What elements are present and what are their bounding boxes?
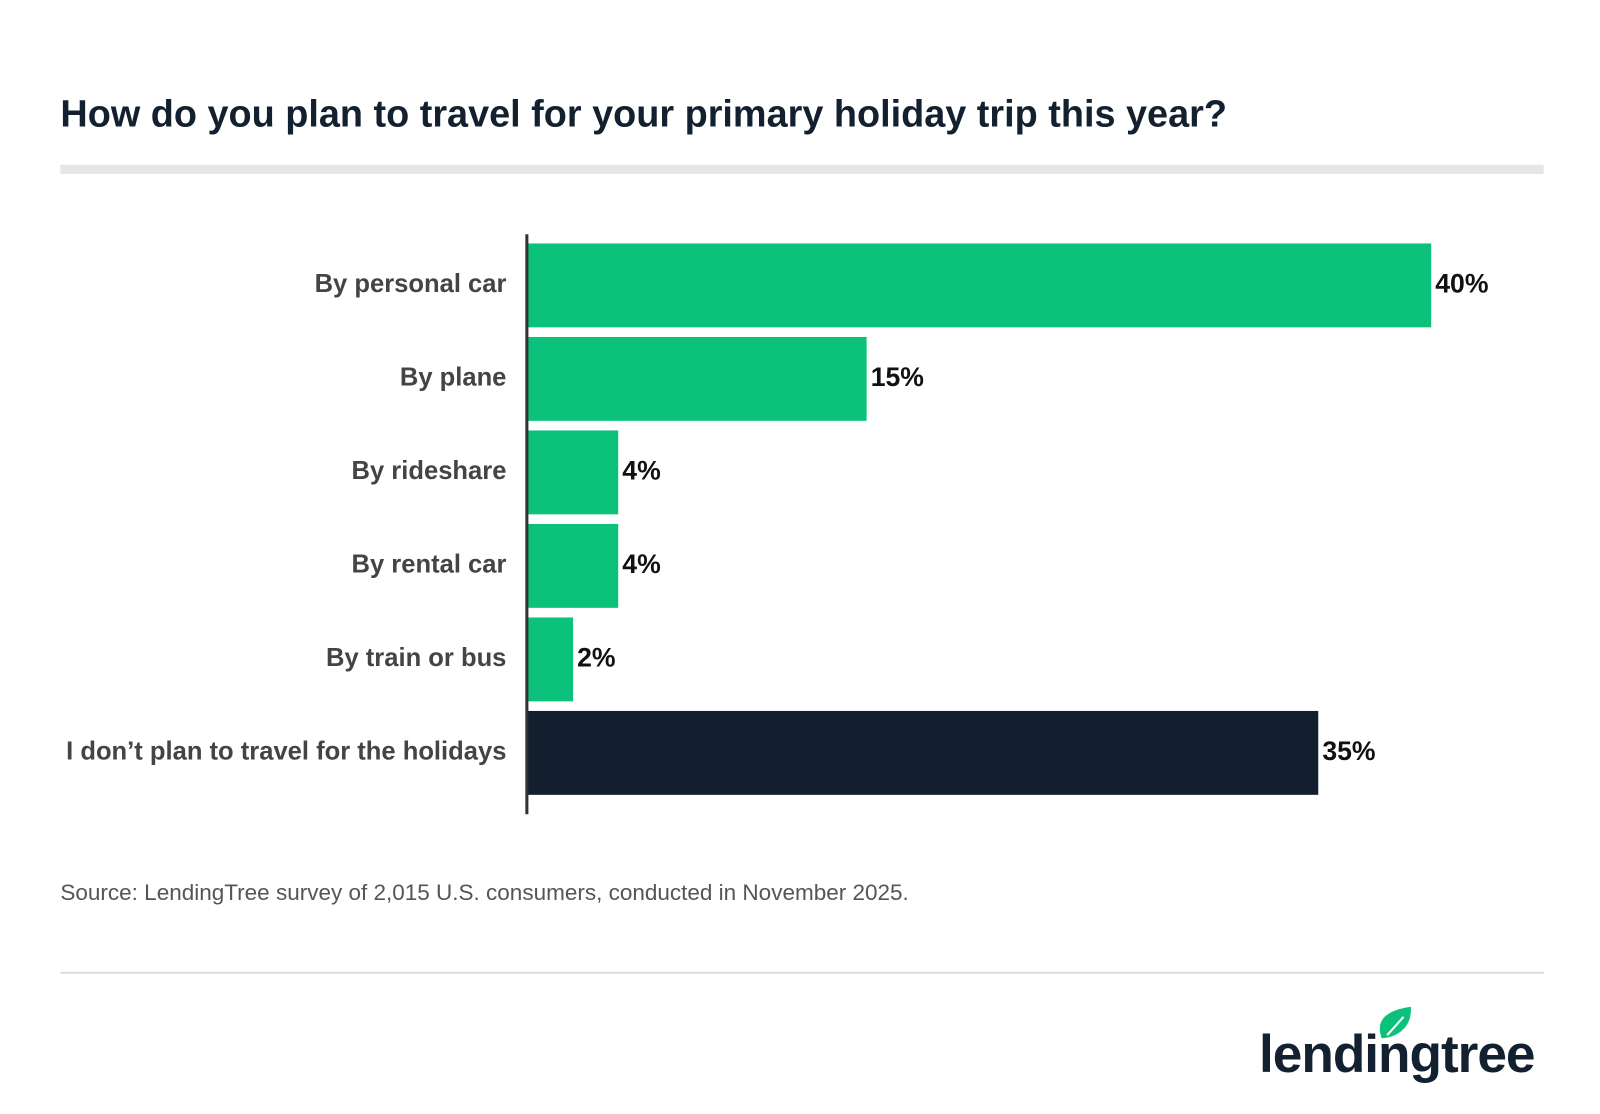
category-label: By plane (400, 364, 507, 392)
source-note: Source: LendingTree survey of 2,015 U.S.… (60, 880, 908, 905)
bar (527, 336, 867, 421)
category-label: By rideshare (352, 457, 507, 485)
value-label: 40% (1435, 268, 1488, 298)
category-label: I don’t plan to travel for the holidays (66, 738, 506, 766)
logo: lendingtree (1259, 1025, 1534, 1084)
bar (527, 430, 619, 515)
value-label: 2% (577, 642, 615, 672)
value-label: 4% (622, 549, 660, 579)
value-label: 35% (1322, 736, 1375, 766)
category-label: By rental car (352, 551, 507, 579)
plot: By personal car 40% By plane 15% By rideshar… (66, 243, 1488, 795)
title-rule (60, 164, 1544, 174)
chart-title: How do you plan to travel for your prima… (60, 94, 1227, 136)
category-label: By personal car (315, 270, 507, 298)
bar (527, 523, 619, 608)
bar (527, 243, 1432, 328)
value-label: 15% (871, 362, 924, 392)
bar (527, 710, 1319, 795)
bar (527, 617, 574, 702)
logo-leaf (1377, 1004, 1413, 1041)
category-label: By train or bus (326, 644, 506, 672)
value-label: 4% (622, 455, 660, 485)
